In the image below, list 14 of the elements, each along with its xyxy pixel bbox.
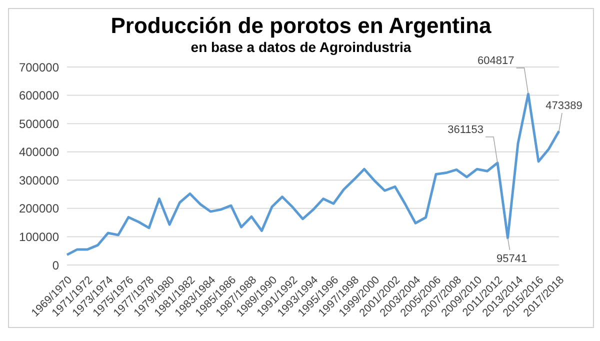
- y-tick-label: 400000: [18, 145, 60, 160]
- y-tick-label: 0: [52, 258, 60, 272]
- data-label: 604817: [478, 54, 514, 67]
- data-label: 95741: [496, 252, 528, 265]
- data-label: 361153: [448, 124, 484, 136]
- y-tick-label: 500000: [18, 116, 60, 131]
- y-tick-label: 600000: [18, 88, 60, 103]
- y-tick-label: 100000: [18, 230, 60, 244]
- y-tick-label: 300000: [18, 173, 60, 188]
- chart-subtitle: en base a datos de Agroindustria: [190, 39, 412, 55]
- y-tick-label: 200000: [18, 202, 60, 216]
- chart-title: Producción de porotos en Argentina: [110, 13, 492, 39]
- data-label: 473389: [546, 100, 582, 112]
- y-tick-label: 700000: [18, 60, 60, 74]
